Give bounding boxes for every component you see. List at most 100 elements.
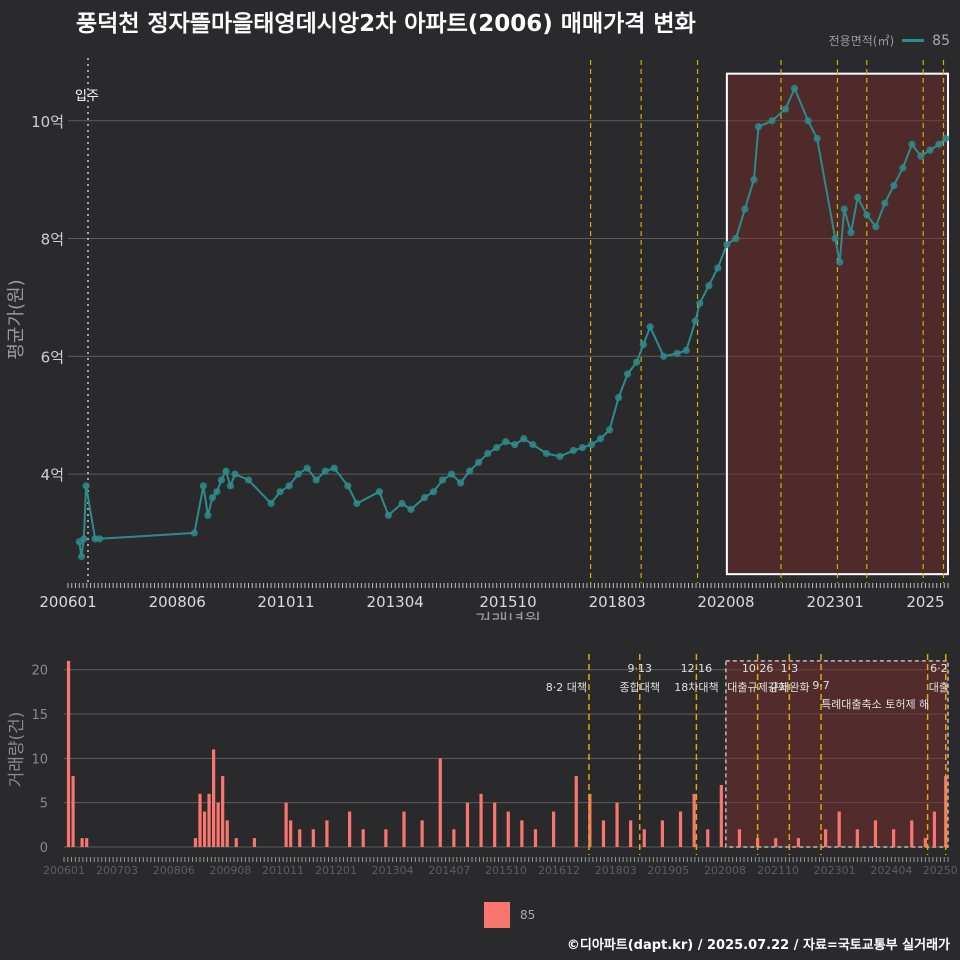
volume-bar	[660, 820, 665, 847]
legend-line-icon	[902, 39, 925, 42]
price-point	[222, 467, 230, 475]
volume-bar	[384, 829, 388, 847]
volume-x-tick-label: 201803	[595, 864, 637, 877]
price-point	[732, 234, 740, 243]
volume-bar	[944, 776, 948, 847]
price-point	[660, 352, 668, 360]
volume-bar	[923, 838, 927, 847]
volume-bar	[193, 838, 198, 847]
volume-x-tick-label: 201011	[262, 864, 304, 877]
price-point	[375, 488, 383, 496]
volume-bar	[234, 838, 238, 847]
policy-label: 12·16	[681, 662, 713, 675]
price-point	[199, 482, 207, 490]
price-point	[285, 482, 293, 490]
price-point	[330, 464, 338, 472]
volume-bar	[588, 793, 592, 847]
legend-title: 전용면적(㎡)	[828, 34, 895, 48]
volume-bar	[823, 829, 828, 847]
price-point	[587, 441, 596, 449]
price-point	[407, 505, 415, 513]
move-in-label: 입주	[75, 89, 99, 104]
legend-label-85: 85	[932, 32, 950, 49]
price-point	[899, 164, 907, 172]
price-x-tick-label: 201803	[589, 593, 646, 611]
volume-bar	[706, 829, 710, 847]
volume-bar	[855, 829, 859, 847]
volume-bar	[216, 802, 220, 847]
price-point	[754, 123, 763, 131]
price-y-tick-label: 6억	[41, 348, 64, 366]
price-point	[95, 535, 104, 543]
price-y-tick-label: 8억	[41, 231, 64, 249]
price-point	[723, 240, 731, 249]
policy-label: 규제완화	[769, 681, 809, 694]
price-point	[77, 552, 86, 561]
volume-bar	[737, 829, 742, 847]
volume-bar	[465, 802, 470, 847]
price-point	[438, 476, 447, 484]
policy-label: 18차대책	[674, 681, 718, 694]
volume-x-tick-label: 202008	[704, 864, 746, 877]
volume-bar	[71, 776, 75, 847]
volume-bar	[347, 811, 352, 847]
price-point	[908, 140, 916, 148]
policy-label: 10·26	[742, 662, 774, 675]
volume-bar	[221, 776, 225, 847]
price-point	[942, 134, 950, 143]
volume-y-axis-title: 거래량(건)	[7, 712, 27, 788]
volume-x-tick-label: 201407	[428, 864, 470, 877]
volume-bar	[493, 802, 497, 847]
volume-bar	[284, 802, 288, 847]
volume-bar	[298, 829, 302, 847]
price-point	[633, 358, 641, 366]
price-x-tick-label: 201011	[257, 593, 314, 611]
volume-bar	[289, 820, 293, 847]
price-point	[457, 479, 465, 487]
volume-bar	[574, 776, 578, 847]
volume-x-tick-label: 200601	[43, 864, 85, 877]
legend-swatch-icon	[484, 902, 510, 928]
price-point	[353, 499, 361, 508]
price-point	[682, 346, 690, 355]
volume-x-tick-label: 200703	[96, 864, 138, 877]
volume-bar	[932, 811, 937, 847]
volume-x-tick-label: 20250	[923, 864, 958, 877]
volume-x-tick-label: 202110	[757, 864, 799, 877]
volume-bar	[252, 838, 257, 847]
policy-label: 특례대출축소 토허제 해	[821, 697, 929, 711]
volume-bar	[891, 829, 896, 847]
price-point	[204, 511, 212, 519]
price-x-tick-label: 200601	[39, 593, 96, 611]
volume-x-tick-label: 201304	[372, 864, 414, 877]
price-point	[420, 494, 429, 502]
price-point	[705, 282, 713, 290]
price-point	[639, 340, 647, 349]
price-point	[276, 488, 284, 496]
volume-bar	[873, 820, 878, 847]
price-point	[917, 152, 925, 160]
volume-bar	[438, 758, 442, 847]
volume-bar	[615, 802, 619, 847]
price-point	[840, 205, 848, 213]
price-point	[511, 441, 519, 449]
volume-y-tick-label: 20	[31, 664, 48, 679]
volume-bar	[755, 838, 760, 847]
volume-bar	[325, 820, 329, 847]
volume-bar	[533, 829, 538, 847]
volume-bar	[774, 838, 778, 847]
price-point	[569, 446, 578, 455]
price-point	[691, 317, 699, 325]
price-x-tick-label: 202301	[807, 593, 864, 611]
price-x-tick-label: 201510	[479, 593, 536, 611]
price-point	[578, 443, 587, 452]
price-y-tick-label: 4억	[41, 466, 64, 484]
price-point	[244, 476, 253, 484]
volume-bar	[225, 820, 229, 847]
price-point	[596, 435, 605, 443]
price-point	[935, 140, 943, 148]
price-point	[213, 488, 221, 496]
price-point	[623, 370, 632, 378]
volume-legend: 85	[484, 902, 535, 928]
volume-bar	[211, 749, 216, 847]
